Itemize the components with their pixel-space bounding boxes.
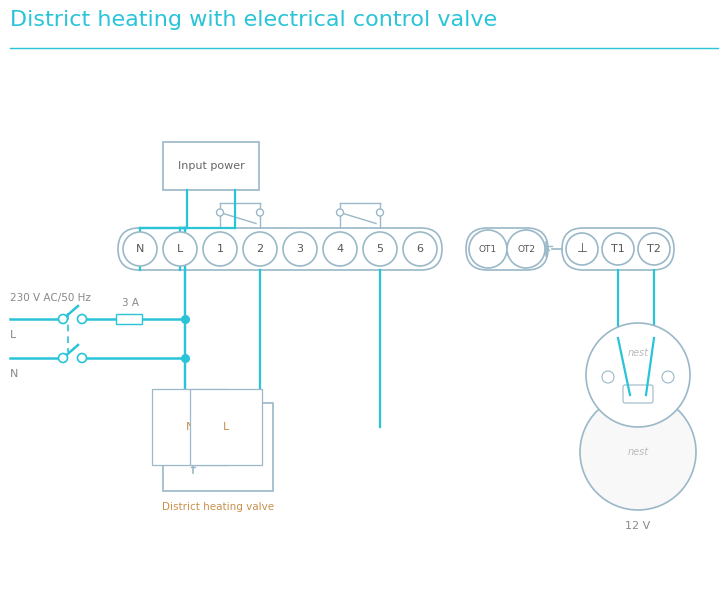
Text: L: L bbox=[10, 330, 16, 340]
Text: 230 V AC/50 Hz: 230 V AC/50 Hz bbox=[10, 293, 91, 303]
FancyBboxPatch shape bbox=[118, 228, 442, 270]
Text: 1: 1 bbox=[216, 244, 223, 254]
Text: 5: 5 bbox=[376, 244, 384, 254]
Text: L: L bbox=[177, 244, 183, 254]
Circle shape bbox=[336, 209, 344, 216]
Text: T2: T2 bbox=[647, 244, 661, 254]
Circle shape bbox=[469, 230, 507, 268]
FancyBboxPatch shape bbox=[163, 142, 259, 190]
Circle shape bbox=[216, 209, 223, 216]
Text: 4: 4 bbox=[336, 244, 344, 254]
Circle shape bbox=[586, 323, 690, 427]
FancyBboxPatch shape bbox=[163, 403, 273, 491]
Circle shape bbox=[602, 233, 634, 265]
Text: nest: nest bbox=[628, 447, 649, 457]
Circle shape bbox=[123, 232, 157, 266]
Circle shape bbox=[163, 232, 197, 266]
Circle shape bbox=[256, 209, 264, 216]
Circle shape bbox=[363, 232, 397, 266]
Text: N: N bbox=[10, 369, 18, 379]
Circle shape bbox=[203, 232, 237, 266]
Circle shape bbox=[58, 353, 68, 362]
Text: 6: 6 bbox=[416, 244, 424, 254]
Text: L: L bbox=[223, 422, 229, 432]
Circle shape bbox=[638, 233, 670, 265]
Text: ⊥: ⊥ bbox=[577, 242, 587, 255]
Circle shape bbox=[566, 233, 598, 265]
Circle shape bbox=[602, 371, 614, 383]
Text: 2: 2 bbox=[256, 244, 264, 254]
Text: District heating with electrical control valve: District heating with electrical control… bbox=[10, 10, 497, 30]
Text: N: N bbox=[186, 422, 194, 432]
Circle shape bbox=[58, 314, 68, 324]
Text: Input power: Input power bbox=[178, 161, 245, 171]
Circle shape bbox=[376, 209, 384, 216]
Text: OT1: OT1 bbox=[479, 245, 497, 254]
Text: 3: 3 bbox=[296, 244, 304, 254]
Circle shape bbox=[507, 230, 545, 268]
FancyBboxPatch shape bbox=[466, 228, 548, 270]
Circle shape bbox=[580, 394, 696, 510]
Text: District heating valve: District heating valve bbox=[162, 502, 274, 512]
Circle shape bbox=[243, 232, 277, 266]
Circle shape bbox=[662, 371, 674, 383]
Text: nest: nest bbox=[628, 348, 649, 358]
Circle shape bbox=[77, 353, 87, 362]
Text: OT2: OT2 bbox=[517, 245, 535, 254]
Circle shape bbox=[403, 232, 437, 266]
Circle shape bbox=[77, 314, 87, 324]
FancyBboxPatch shape bbox=[623, 385, 653, 403]
FancyBboxPatch shape bbox=[562, 228, 674, 270]
Circle shape bbox=[323, 232, 357, 266]
Bar bbox=[116, 314, 142, 324]
Text: 12 V: 12 V bbox=[625, 521, 651, 531]
Text: T1: T1 bbox=[611, 244, 625, 254]
Text: 3 A: 3 A bbox=[122, 298, 138, 308]
Text: N: N bbox=[136, 244, 144, 254]
Circle shape bbox=[283, 232, 317, 266]
